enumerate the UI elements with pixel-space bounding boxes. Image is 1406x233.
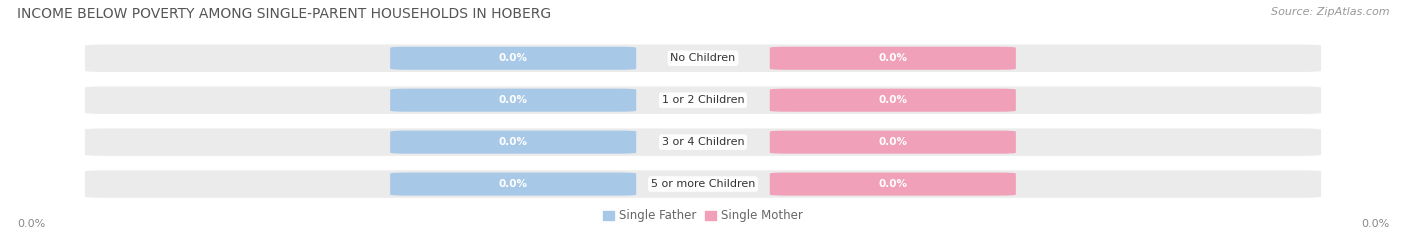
FancyBboxPatch shape [84,44,1322,72]
Text: 0.0%: 0.0% [499,179,527,189]
FancyBboxPatch shape [391,89,636,112]
Text: Source: ZipAtlas.com: Source: ZipAtlas.com [1271,7,1389,17]
Text: 1 or 2 Children: 1 or 2 Children [662,95,744,105]
Text: 0.0%: 0.0% [499,137,527,147]
Text: INCOME BELOW POVERTY AMONG SINGLE-PARENT HOUSEHOLDS IN HOBERG: INCOME BELOW POVERTY AMONG SINGLE-PARENT… [17,7,551,21]
FancyBboxPatch shape [770,47,1015,70]
FancyBboxPatch shape [391,131,636,154]
Text: 5 or more Children: 5 or more Children [651,179,755,189]
FancyBboxPatch shape [770,131,1015,154]
Text: 3 or 4 Children: 3 or 4 Children [662,137,744,147]
FancyBboxPatch shape [391,47,636,70]
FancyBboxPatch shape [770,172,1015,196]
FancyBboxPatch shape [84,128,1322,156]
Text: No Children: No Children [671,53,735,63]
Text: 0.0%: 0.0% [499,53,527,63]
Text: 0.0%: 0.0% [879,95,907,105]
Text: 0.0%: 0.0% [17,219,45,229]
Text: 0.0%: 0.0% [1361,219,1389,229]
Text: 0.0%: 0.0% [879,53,907,63]
Text: 0.0%: 0.0% [499,95,527,105]
FancyBboxPatch shape [84,86,1322,114]
FancyBboxPatch shape [770,89,1015,112]
Text: 0.0%: 0.0% [879,179,907,189]
FancyBboxPatch shape [391,172,636,196]
Text: 0.0%: 0.0% [879,137,907,147]
FancyBboxPatch shape [84,170,1322,198]
Legend: Single Father, Single Mother: Single Father, Single Mother [599,205,807,227]
